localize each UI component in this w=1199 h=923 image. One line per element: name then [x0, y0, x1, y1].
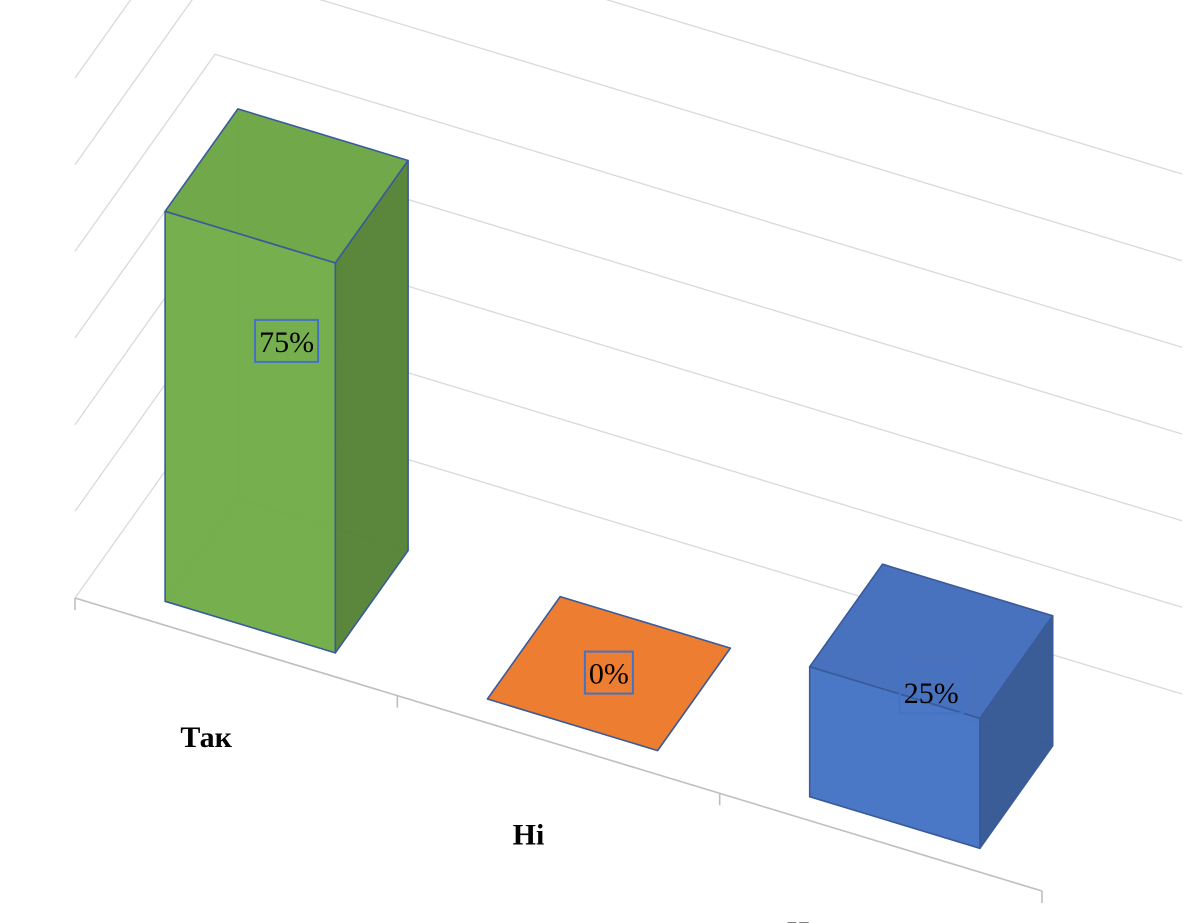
data-label-box: [583, 650, 634, 695]
bar-top-face: [164, 108, 409, 264]
category-label: Частково: [787, 916, 914, 923]
bar-top-face: [808, 563, 1054, 720]
data-labels: 75% 0% 25%: [254, 318, 964, 715]
data-label: 75%: [254, 318, 320, 363]
x-axis-line: [74, 597, 1043, 892]
data-label-box: [254, 318, 320, 363]
bar: [164, 108, 409, 654]
data-label: 0%: [583, 650, 634, 695]
bar: [808, 563, 1054, 850]
bar: [486, 595, 732, 752]
bars: [164, 108, 1054, 850]
data-label-text: 25%: [904, 677, 959, 710]
data-label-box: [898, 670, 964, 715]
category-label: Так: [180, 721, 232, 754]
bar-top-face: [486, 595, 732, 752]
category-axis: [74, 597, 1043, 903]
category-labels: Так Ні Частково: [180, 721, 914, 923]
data-label-text: 75%: [259, 326, 314, 359]
category-label: Ні: [513, 819, 545, 852]
data-label-text: 0%: [589, 658, 629, 691]
gridline: [74, 0, 1183, 262]
data-label: 25%: [898, 670, 964, 715]
bar-front-face: [164, 210, 337, 654]
gridline: [74, 0, 1183, 175]
gridline: [74, 53, 1183, 348]
